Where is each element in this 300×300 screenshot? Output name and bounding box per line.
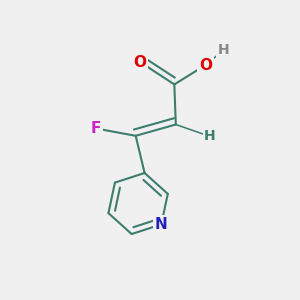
Text: N: N <box>155 217 168 232</box>
Text: H: H <box>204 129 216 143</box>
Text: O: O <box>134 55 147 70</box>
Text: H: H <box>218 43 229 57</box>
Text: F: F <box>90 121 101 136</box>
Text: O: O <box>199 58 212 73</box>
